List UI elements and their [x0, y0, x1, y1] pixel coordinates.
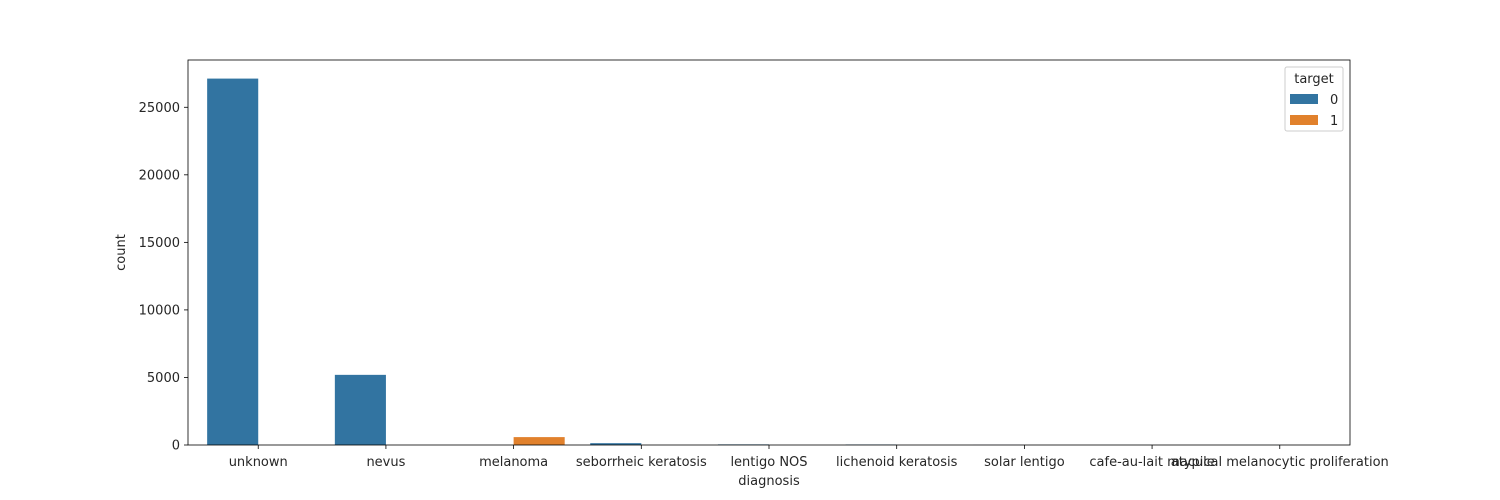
bar-nevus-target-0	[334, 374, 386, 445]
bar-seborrheic-keratosis-target-0	[590, 443, 642, 445]
x-tick-label: unknown	[229, 455, 288, 470]
y-tick-label: 15000	[139, 236, 180, 251]
x-tick-label: nevus	[366, 455, 405, 470]
x-axis-label: diagnosis	[738, 474, 800, 489]
y-tick-label: 25000	[139, 101, 180, 116]
x-tick-label: solar lentigo	[984, 455, 1065, 470]
y-tick-label: 5000	[147, 371, 180, 386]
x-tick-label: cafe-au-lait macule	[1089, 455, 1214, 470]
legend-label-0: 0	[1330, 93, 1338, 108]
x-tick-label: melanoma	[479, 455, 548, 470]
x-tick-label: seborrheic keratosis	[576, 455, 707, 470]
x-tick-label: lichenoid keratosis	[836, 455, 958, 470]
bars	[207, 78, 1280, 445]
y-tick-label: 0	[172, 439, 180, 454]
x-axis: unknown nevus melanoma seborrheic keratosis…	[229, 445, 1389, 470]
y-tick-label: 20000	[139, 168, 180, 183]
legend-swatch-0	[1290, 94, 1318, 104]
bar-melanoma-target-1	[513, 437, 565, 445]
legend-swatch-1	[1290, 115, 1318, 125]
x-tick-label: atypical melanocytic proliferation	[1171, 455, 1389, 470]
y-axis-label: count	[114, 234, 129, 271]
x-tick-label: lentigo NOS	[730, 455, 807, 470]
legend-label-1: 1	[1330, 114, 1338, 129]
legend-title: target	[1294, 72, 1334, 87]
y-tick-label: 10000	[139, 303, 180, 318]
legend: target 0 1	[1284, 66, 1344, 132]
bar-unknown-target-0	[207, 78, 259, 445]
y-axis: 0 5000 10000 15000 20000 25000	[139, 101, 188, 454]
plot-frame	[187, 59, 1351, 446]
